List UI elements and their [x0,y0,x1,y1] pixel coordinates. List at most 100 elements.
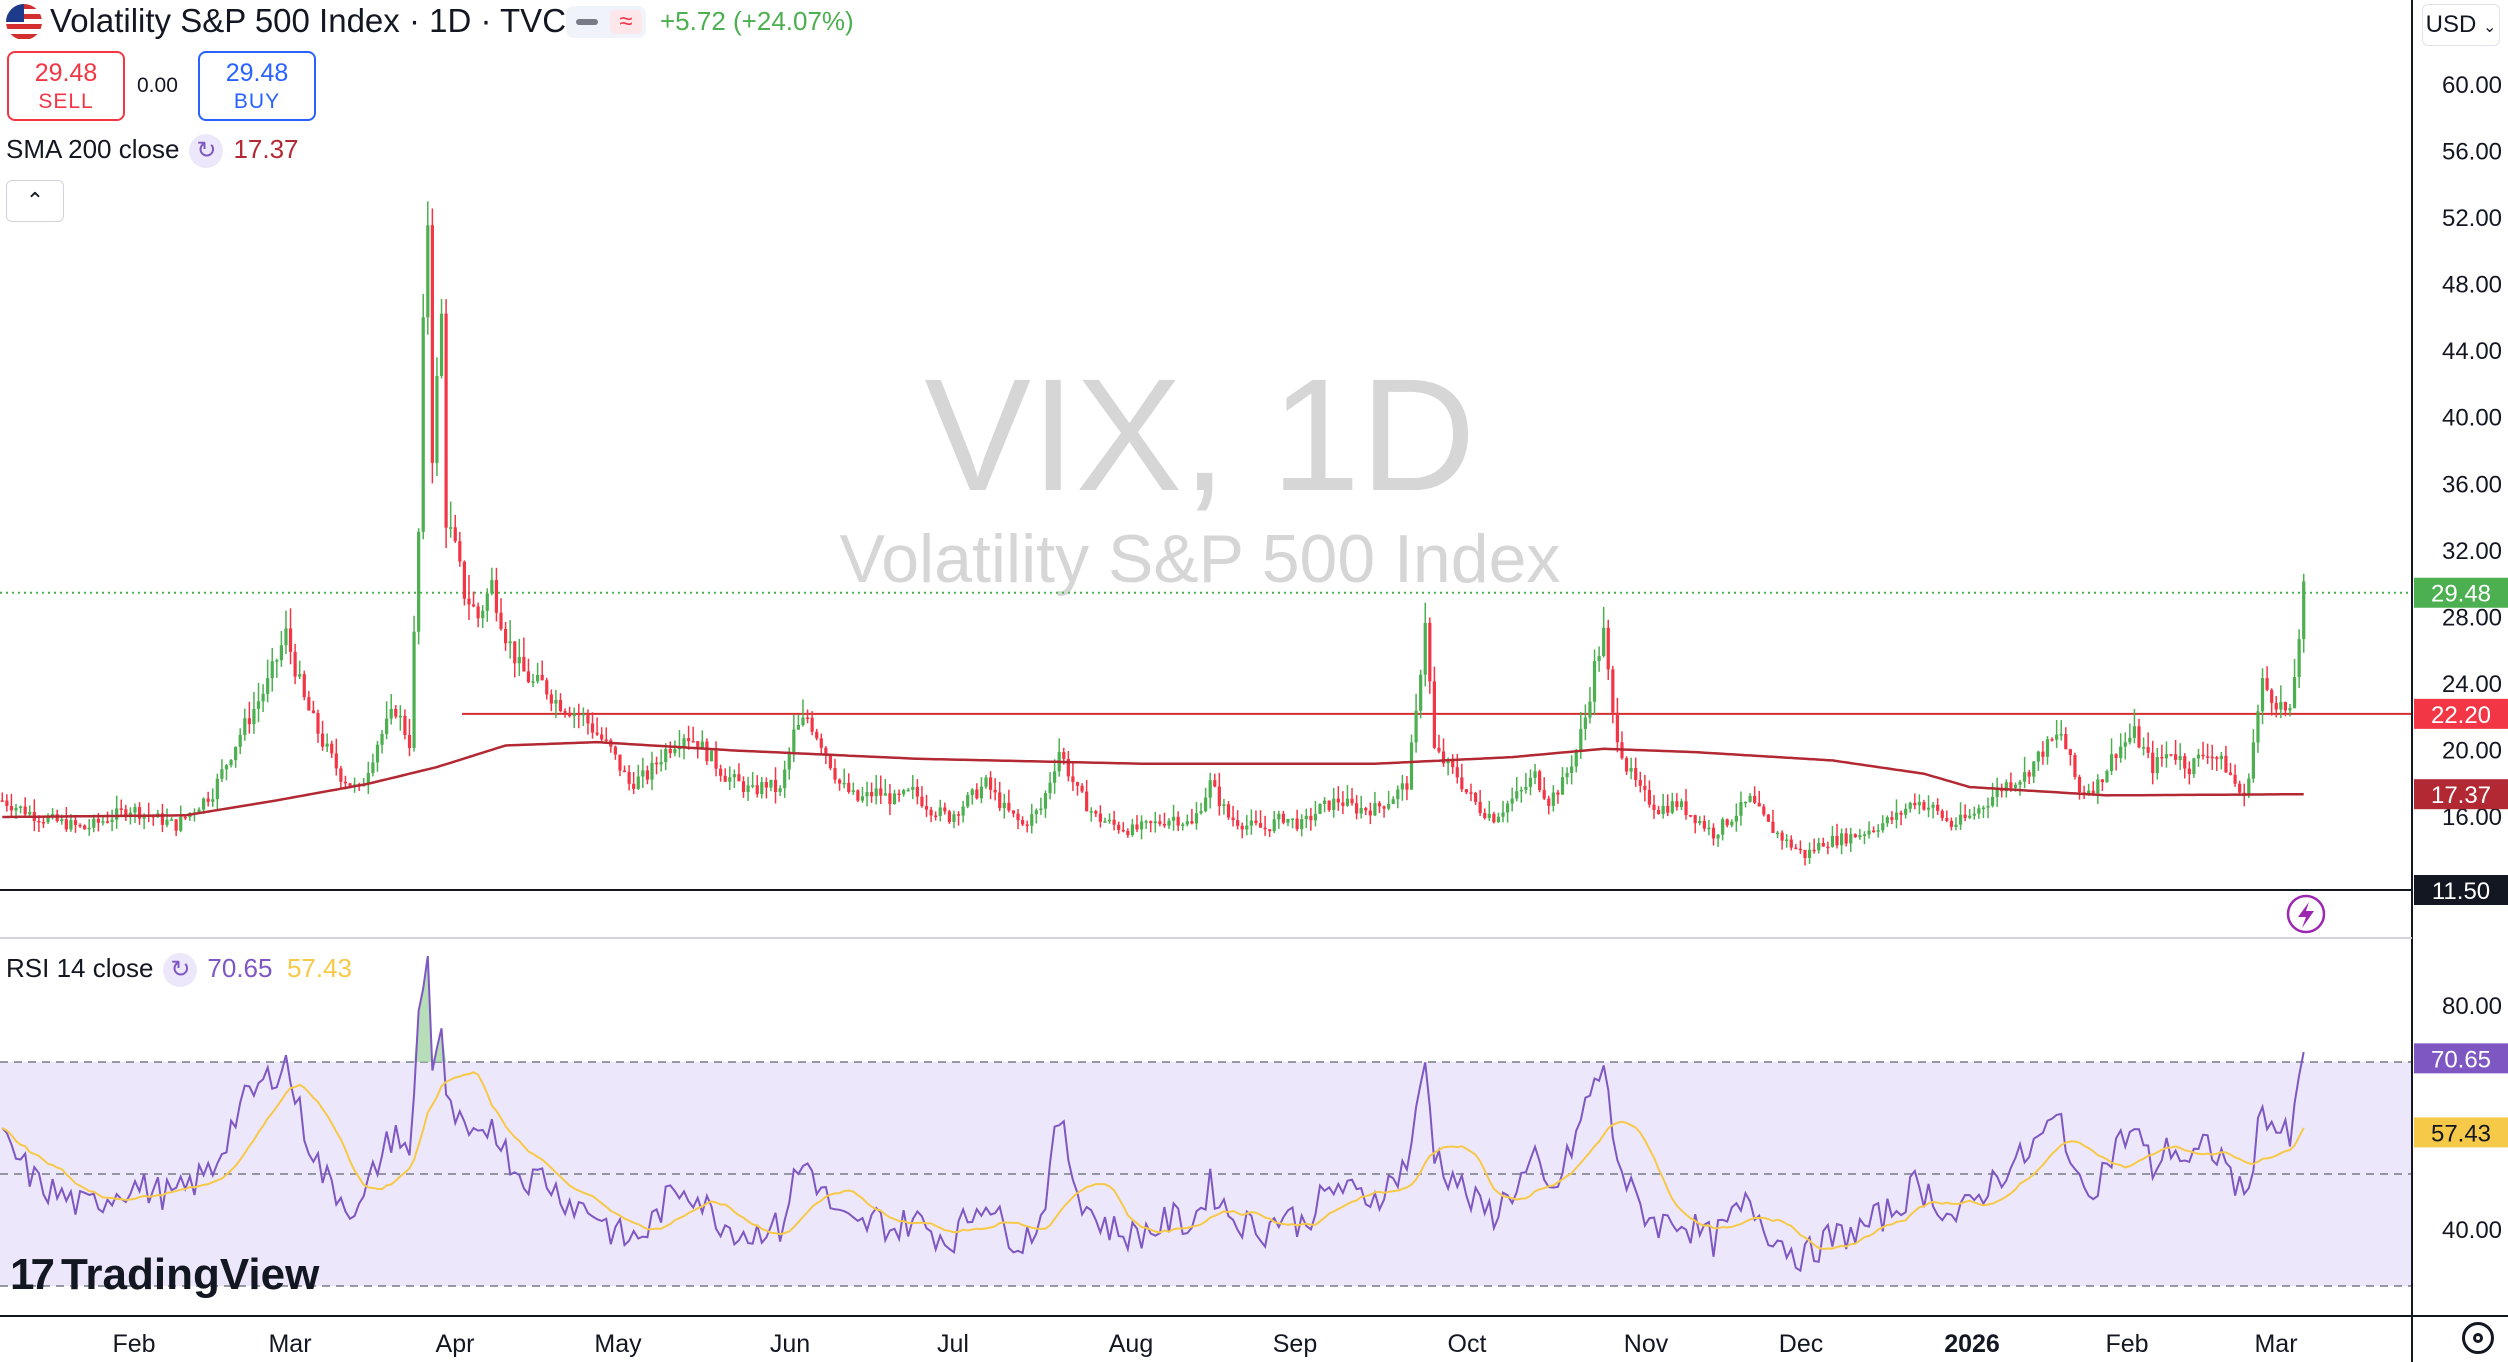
candle [1643,785,1647,790]
candle [1908,802,1912,809]
candle [298,674,302,677]
candle [540,674,544,681]
candle [1048,782,1052,794]
candle [1171,816,1176,821]
candle [1949,820,1954,827]
candle [261,693,265,702]
candle [1794,847,1798,850]
candle [2196,754,2201,759]
candle [494,580,499,613]
candle [339,768,343,782]
candle [1414,710,1418,743]
candle [1139,821,1144,830]
candle [517,656,521,664]
candle [1872,830,1876,833]
sma-legend[interactable]: SMA 200 close ↻ 17.37 [6,134,299,169]
candle [179,816,183,831]
candle [197,809,201,813]
candle [1615,712,1620,743]
candle [664,748,668,763]
candle [1167,820,1171,826]
sell-button[interactable]: 29.48 SELL [7,51,125,121]
rsi-pane[interactable] [0,955,2412,1287]
candle [1771,821,1775,833]
candle [2068,749,2072,756]
candle [2141,747,2146,749]
time-tick-label: Aug [1109,1330,1153,1358]
candle [1222,804,1226,806]
candle [101,821,105,823]
wave-icon: ≈ [610,10,642,34]
candle [1483,813,1487,818]
buy-price: 29.48 [225,59,289,87]
gear-icon[interactable] [2462,1322,2494,1354]
candle [1382,806,1386,809]
refresh-icon[interactable]: ↻ [163,953,198,988]
candle [1313,813,1318,821]
candle [513,641,517,664]
price-tick-label: 28.00 [2442,604,2502,631]
candle [124,809,128,818]
candle [1428,622,1432,682]
candle [1021,820,1025,825]
candle [1194,813,1199,824]
candle [1263,827,1267,830]
candle [1345,798,1350,806]
candle [2160,757,2164,759]
market-status-pill[interactable]: ≈ [566,6,646,38]
collapse-button[interactable]: ⌃ [6,180,64,222]
symbol-title[interactable]: Volatility S&P 500 Index · 1D · TVC [50,2,567,39]
candle [645,770,650,780]
candle [2151,752,2155,774]
candle [1391,799,1395,804]
candle [2032,761,2036,777]
candle [1913,802,1917,806]
candle [1455,767,1459,778]
candle [659,762,663,765]
candle [1419,674,1423,711]
candle [28,812,32,815]
candle [96,818,100,823]
candle [288,628,293,652]
buy-label: BUY [233,90,281,113]
refresh-icon[interactable]: ↻ [189,134,224,169]
candle [2055,734,2059,740]
candle [604,739,608,741]
candle [417,531,421,632]
candle [2219,755,2223,760]
candle [2228,772,2233,775]
candle [1007,802,1011,811]
candle [966,795,970,807]
rsi-legend[interactable]: RSI 14 close ↻ 70.65 57.43 [6,953,352,988]
candle [220,769,224,779]
candle [1277,813,1281,820]
candle [2224,755,2228,773]
candle [1103,821,1107,823]
candle [952,814,956,823]
candle [1743,801,1748,804]
candle [2247,778,2251,796]
candle [920,796,924,807]
candle [1721,819,1725,835]
candle [1515,791,1519,799]
candle [856,790,860,801]
candle [311,710,316,714]
candle [78,824,82,827]
candle [211,799,215,802]
currency-select[interactable]: USD ⌄ [2422,4,2500,46]
price-badge-label: 22.20 [2431,702,2491,729]
candle [1043,793,1048,809]
candle [1135,824,1139,830]
candle [1858,835,1862,838]
buy-button[interactable]: 29.48 BUY [198,51,316,121]
candle [1396,789,1400,800]
candle [23,806,27,815]
candle [1588,701,1592,718]
candle [238,734,242,747]
lightning-icon[interactable] [2286,894,2326,934]
time-tick-label: Feb [2105,1330,2148,1358]
candle [1725,819,1729,826]
